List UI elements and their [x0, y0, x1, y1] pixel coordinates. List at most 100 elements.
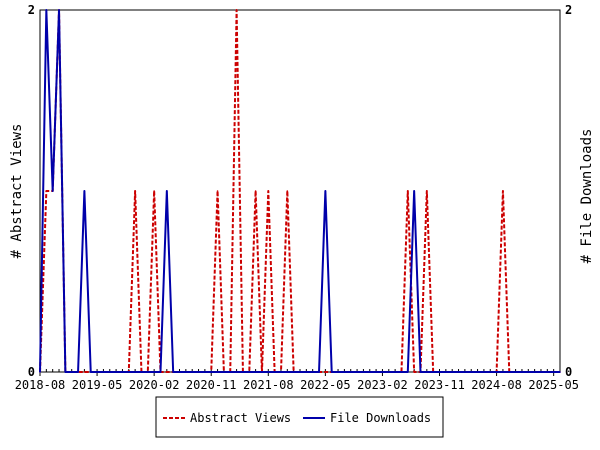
data-point-file-downloads: [267, 371, 270, 373]
data-point-file-downloads: [70, 371, 73, 373]
data-point-file-downloads: [483, 371, 485, 373]
data-point-abstract-views: [286, 190, 289, 192]
data-point-file-downloads: [83, 190, 86, 192]
data-point-file-downloads: [337, 371, 339, 373]
data-point-file-downloads: [166, 190, 168, 192]
y-left-tick-label: 2: [28, 3, 35, 17]
data-point-file-downloads: [559, 371, 561, 373]
y-axis-tick-labels: 2020: [28, 3, 572, 379]
x-tick-label: 2019-05: [72, 378, 123, 392]
data-point-file-downloads: [305, 371, 308, 373]
data-point-file-downloads: [89, 371, 92, 373]
data-point-file-downloads: [102, 371, 105, 373]
y-right-tick-label: 0: [565, 365, 572, 379]
data-point-file-downloads: [514, 371, 517, 373]
data-point-file-downloads: [223, 371, 225, 373]
data-point-file-downloads: [445, 371, 447, 373]
data-point-file-downloads: [330, 371, 333, 373]
data-point-abstract-views: [407, 190, 409, 192]
y-axis-left-label: # Abstract Views: [9, 124, 25, 259]
data-point-file-downloads: [362, 371, 365, 373]
x-tick-label: 2020-11: [186, 378, 237, 392]
data-point-file-downloads: [159, 371, 162, 373]
x-tick-label: 2025-05: [528, 378, 579, 392]
data-point-file-downloads: [413, 190, 415, 192]
data-point-file-downloads: [381, 371, 384, 373]
data-point-file-downloads: [45, 9, 48, 11]
data-point-file-downloads: [140, 371, 143, 373]
data-point-abstract-views: [413, 371, 415, 373]
data-point-file-downloads: [77, 371, 79, 373]
data-point-abstract-views: [235, 9, 238, 11]
data-point-file-downloads: [39, 371, 41, 373]
data-point-abstract-views: [83, 371, 86, 373]
data-point-file-downloads: [185, 371, 187, 373]
data-point-file-downloads: [292, 371, 295, 373]
data-point-file-downloads: [210, 371, 213, 373]
data-point-file-downloads: [127, 371, 130, 373]
data-point-abstract-views: [254, 190, 257, 192]
data-point-file-downloads: [96, 371, 98, 373]
x-tick-label: 2021-08: [243, 378, 294, 392]
data-point-file-downloads: [343, 371, 346, 373]
data-point-file-downloads: [375, 371, 377, 373]
legend-label-abstract-views: Abstract Views: [190, 411, 291, 425]
series-layer: [39, 9, 561, 373]
data-point-file-downloads: [552, 371, 555, 373]
data-point-file-downloads: [489, 371, 492, 373]
data-point-file-downloads: [134, 371, 136, 373]
x-tick-label: 2023-02: [357, 378, 408, 392]
y-right-tick-label: 2: [565, 3, 572, 17]
x-axis-tick-labels: 2018-08 2019-05 2020-02 2020-11 2021-08 2022-…: [15, 372, 579, 392]
data-point-file-downloads: [121, 371, 124, 373]
data-point-file-downloads: [108, 371, 111, 373]
data-point-file-downloads: [64, 371, 67, 373]
data-point-abstract-views: [426, 190, 428, 192]
data-point-file-downloads: [407, 371, 409, 373]
y-axis-right-label: # File Downloads: [579, 129, 595, 264]
data-point-file-downloads: [242, 371, 244, 373]
data-point-file-downloads: [115, 371, 117, 373]
data-point-file-downloads: [254, 371, 257, 373]
data-point-file-downloads: [387, 371, 390, 373]
data-point-file-downloads: [191, 371, 193, 373]
data-point-file-downloads: [470, 371, 473, 373]
x-tick-label: 2018-08: [15, 378, 66, 392]
data-point-file-downloads: [178, 371, 181, 373]
data-point-file-downloads: [394, 371, 396, 373]
data-point-file-downloads: [204, 371, 206, 373]
data-point-file-downloads: [229, 371, 232, 373]
data-point-file-downloads: [464, 371, 466, 373]
data-point-file-downloads: [235, 371, 238, 373]
data-point-abstract-views: [502, 190, 504, 192]
y-left-tick-label: 0: [28, 365, 35, 379]
x-tick-label: 2022-05: [300, 378, 351, 392]
data-point-file-downloads: [248, 371, 251, 373]
data-point-abstract-views: [45, 190, 48, 192]
data-point-file-downloads: [324, 190, 327, 192]
data-point-file-downloads: [51, 190, 54, 192]
data-point-file-downloads: [400, 371, 403, 373]
data-point-abstract-views: [324, 371, 327, 373]
data-point-file-downloads: [476, 371, 479, 373]
data-point-file-downloads: [426, 371, 428, 373]
data-point-file-downloads: [368, 371, 371, 373]
data-point-abstract-views: [267, 190, 270, 192]
data-point-file-downloads: [419, 371, 422, 373]
data-point-file-downloads: [533, 371, 536, 373]
data-point-file-downloads: [273, 371, 276, 373]
legend-box: [155, 396, 444, 438]
data-point-file-downloads: [261, 371, 263, 373]
x-tick-label: 2023-11: [414, 378, 465, 392]
data-point-file-downloads: [318, 371, 320, 373]
data-point-file-downloads: [58, 9, 60, 11]
data-point-file-downloads: [527, 371, 530, 373]
data-point-file-downloads: [546, 371, 549, 373]
data-point-file-downloads: [299, 371, 301, 373]
data-point-file-downloads: [508, 371, 511, 373]
data-point-abstract-views: [134, 190, 136, 192]
data-point-file-downloads: [495, 371, 498, 373]
data-point-file-downloads: [451, 371, 453, 373]
data-point-file-downloads: [280, 371, 282, 373]
data-point-file-downloads: [438, 371, 441, 373]
